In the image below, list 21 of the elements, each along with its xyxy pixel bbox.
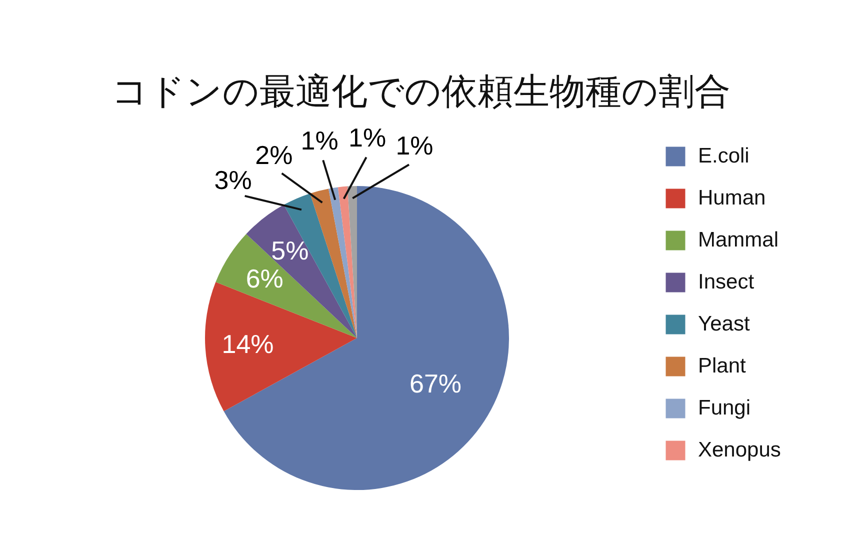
pie-slice	[328, 187, 357, 338]
legend-label: Insect	[698, 270, 754, 294]
pie-slice	[338, 186, 357, 338]
data-label: 3%	[214, 165, 252, 196]
legend-label: Yeast	[698, 312, 750, 336]
data-label: 6%	[246, 263, 284, 294]
legend-label: Mammal	[698, 228, 779, 252]
chart-title: コドンの最適化での依頼生物種の割合	[112, 70, 730, 112]
data-label: 1%	[396, 130, 434, 160]
data-label: 2%	[255, 140, 293, 170]
legend-label: Human	[698, 186, 766, 210]
data-label: 1%	[300, 126, 338, 156]
legend-label: Xenopus	[698, 438, 781, 462]
data-label: 67%	[409, 368, 462, 398]
data-label: 14%	[222, 328, 274, 359]
legend-label: Plant	[698, 354, 746, 378]
legend-label: Fungi	[698, 396, 751, 420]
legend-label: E.coli	[698, 144, 750, 168]
pie-slice	[310, 188, 357, 338]
data-label: 1%	[348, 122, 386, 152]
data-label: 5%	[271, 236, 309, 266]
